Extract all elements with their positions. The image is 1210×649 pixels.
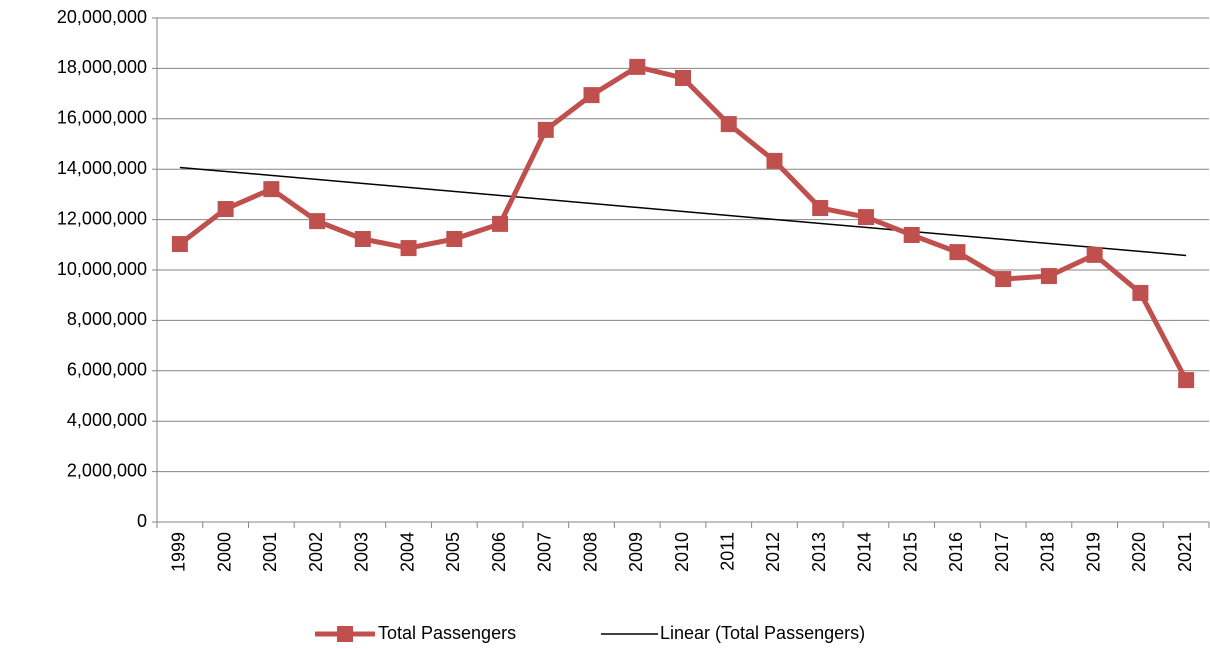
y-tick-label: 10,000,000	[57, 259, 147, 279]
marker	[217, 201, 234, 218]
x-tick-label: 2006	[489, 532, 509, 572]
marker	[1040, 268, 1057, 285]
marker	[263, 181, 280, 198]
y-tick-label: 0	[137, 511, 147, 531]
x-tick-label: 2017	[992, 532, 1012, 572]
marker	[675, 69, 691, 86]
marker	[492, 215, 509, 232]
marker	[1178, 372, 1195, 389]
y-tick-label: 6,000,000	[67, 360, 147, 380]
legend-marker	[337, 626, 353, 642]
marker	[1132, 284, 1149, 301]
y-tick-label: 20,000,000	[57, 7, 147, 27]
x-tick-label: 2001	[260, 532, 280, 572]
y-tick-label: 2,000,000	[67, 460, 147, 480]
x-tick-label: 1999	[169, 532, 189, 572]
marker	[949, 244, 966, 261]
x-tick-label: 2000	[214, 532, 234, 572]
marker	[446, 231, 463, 248]
x-tick-label: 2008	[580, 532, 600, 572]
marker	[857, 209, 874, 226]
x-tick-label: 2016	[946, 532, 966, 572]
x-tick-label: 2003	[352, 532, 372, 572]
marker	[309, 213, 326, 230]
x-tick-label: 2018	[1038, 532, 1058, 572]
y-tick-label: 12,000,000	[57, 208, 147, 228]
x-tick-label: 2014	[855, 532, 875, 572]
marker	[400, 240, 417, 257]
x-tick-label: 2010	[672, 532, 692, 572]
series-line	[178, 64, 1189, 382]
x-tick-label: 2015	[900, 532, 920, 572]
x-tick-label: 2009	[626, 532, 646, 572]
marker	[720, 116, 737, 133]
x-tick-label: 2007	[535, 532, 555, 572]
marker	[766, 152, 783, 169]
x-tick-label: 2013	[809, 532, 829, 572]
marker	[903, 226, 920, 243]
y-tick-label: 14,000,000	[57, 158, 147, 178]
marker	[995, 271, 1012, 288]
x-tick-label: 2021	[1175, 532, 1195, 572]
x-tick-label: 2004	[397, 532, 417, 572]
x-tick-label: 2012	[763, 532, 783, 572]
marker	[583, 87, 600, 104]
marker	[629, 58, 646, 75]
marker	[354, 231, 371, 248]
x-tick-label: 2019	[1083, 532, 1103, 572]
trendline	[179, 166, 1187, 257]
y-tick-label: 16,000,000	[57, 108, 147, 128]
legend-label: Linear (Total Passengers)	[660, 623, 865, 643]
marker	[171, 236, 188, 253]
marker	[1086, 246, 1103, 263]
x-tick-label: 2005	[443, 532, 463, 572]
x-tick-label: 2011	[717, 532, 737, 571]
legend-label: Total Passengers	[378, 623, 516, 643]
marker	[812, 200, 829, 217]
y-tick-label: 8,000,000	[67, 309, 147, 329]
marker	[537, 121, 554, 138]
y-tick-label: 18,000,000	[57, 57, 147, 77]
y-tick-label: 4,000,000	[67, 410, 147, 430]
x-tick-label: 2020	[1129, 532, 1149, 572]
x-tick-label: 2002	[306, 532, 326, 572]
